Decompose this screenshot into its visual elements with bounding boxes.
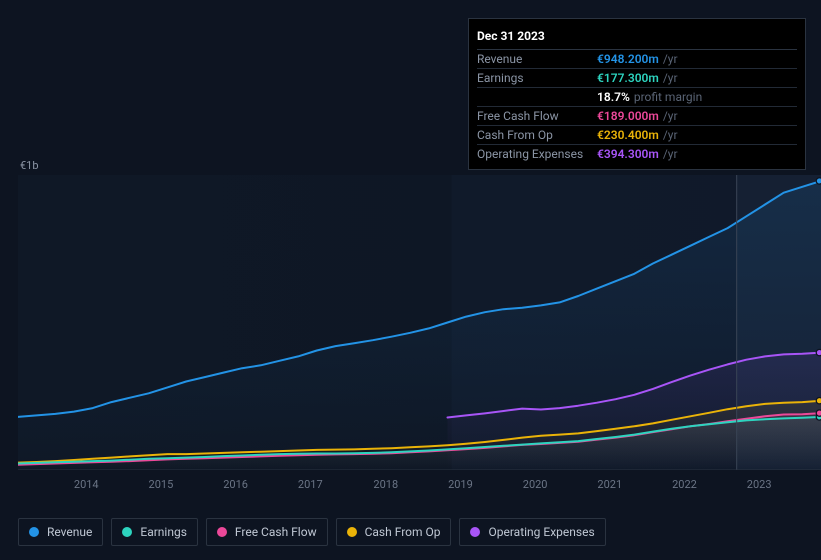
legend-item-fcf[interactable]: Free Cash Flow bbox=[206, 518, 328, 546]
tooltip-panel: Dec 31 2023 Revenue€948.200m/yrEarnings€… bbox=[468, 18, 806, 170]
legend-swatch bbox=[29, 527, 39, 537]
legend-swatch bbox=[347, 527, 357, 537]
legend-label: Cash From Op bbox=[365, 525, 441, 539]
tooltip-row-earnings: Earnings€177.300m/yr bbox=[477, 69, 797, 88]
tooltip-row-cfo: Cash From Op€230.400m/yr bbox=[477, 126, 797, 145]
tooltip-row-revenue: Revenue€948.200m/yr bbox=[477, 50, 797, 69]
legend-item-opex[interactable]: Operating Expenses bbox=[459, 518, 605, 546]
tooltip-label: Revenue bbox=[477, 52, 597, 66]
tooltip-submetric-value: 18.7% bbox=[597, 90, 630, 104]
legend-swatch bbox=[470, 527, 480, 537]
tooltip-unit: /yr bbox=[663, 128, 678, 142]
x-tick: 2021 bbox=[597, 478, 622, 491]
tooltip-label: Cash From Op bbox=[477, 128, 597, 142]
x-tick: 2023 bbox=[747, 478, 772, 491]
tooltip-date: Dec 31 2023 bbox=[477, 25, 797, 50]
x-tick: 2019 bbox=[448, 478, 473, 491]
tooltip-row-fcf: Free Cash Flow€189.000m/yr bbox=[477, 107, 797, 126]
x-tick: 2016 bbox=[223, 478, 248, 491]
tooltip-label: Operating Expenses bbox=[477, 147, 597, 161]
tooltip-submetric-label: profit margin bbox=[634, 90, 702, 104]
x-tick: 2015 bbox=[149, 478, 174, 491]
tooltip-value: €177.300m bbox=[597, 71, 659, 85]
legend: Revenue Earnings Free Cash Flow Cash From O… bbox=[18, 518, 606, 546]
legend-label: Free Cash Flow bbox=[235, 525, 317, 539]
x-tick: 2017 bbox=[298, 478, 323, 491]
legend-swatch bbox=[217, 527, 227, 537]
tooltip-value: €394.300m bbox=[597, 147, 659, 161]
y-axis-max-label: €1b bbox=[20, 159, 39, 172]
legend-item-cfo[interactable]: Cash From Op bbox=[336, 518, 452, 546]
x-tick: 2020 bbox=[523, 478, 548, 491]
legend-label: Operating Expenses bbox=[488, 525, 594, 539]
legend-swatch bbox=[122, 527, 132, 537]
tooltip-value: €189.000m bbox=[597, 109, 659, 123]
legend-label: Revenue bbox=[47, 525, 92, 539]
tooltip-value: €230.400m bbox=[597, 128, 659, 142]
x-tick: 2018 bbox=[373, 478, 398, 491]
tooltip-row-opex: Operating Expenses€394.300m/yr bbox=[477, 145, 797, 163]
legend-item-earnings[interactable]: Earnings bbox=[111, 518, 198, 546]
chart-plot-area[interactable] bbox=[18, 175, 821, 470]
tooltip-unit: /yr bbox=[663, 109, 678, 123]
legend-label: Earnings bbox=[140, 525, 187, 539]
x-tick: 2022 bbox=[672, 478, 697, 491]
tooltip-label: Free Cash Flow bbox=[477, 109, 597, 123]
tooltip-unit: /yr bbox=[663, 52, 678, 66]
chart-svg bbox=[18, 175, 821, 470]
tooltip-value: €948.200m bbox=[597, 52, 659, 66]
x-tick: 2014 bbox=[74, 478, 99, 491]
tooltip-submetric-earnings: 18.7% profit margin bbox=[477, 88, 797, 107]
legend-item-revenue[interactable]: Revenue bbox=[18, 518, 103, 546]
tooltip-unit: /yr bbox=[663, 147, 678, 161]
tooltip-label: Earnings bbox=[477, 71, 597, 85]
tooltip-unit: /yr bbox=[663, 71, 678, 85]
